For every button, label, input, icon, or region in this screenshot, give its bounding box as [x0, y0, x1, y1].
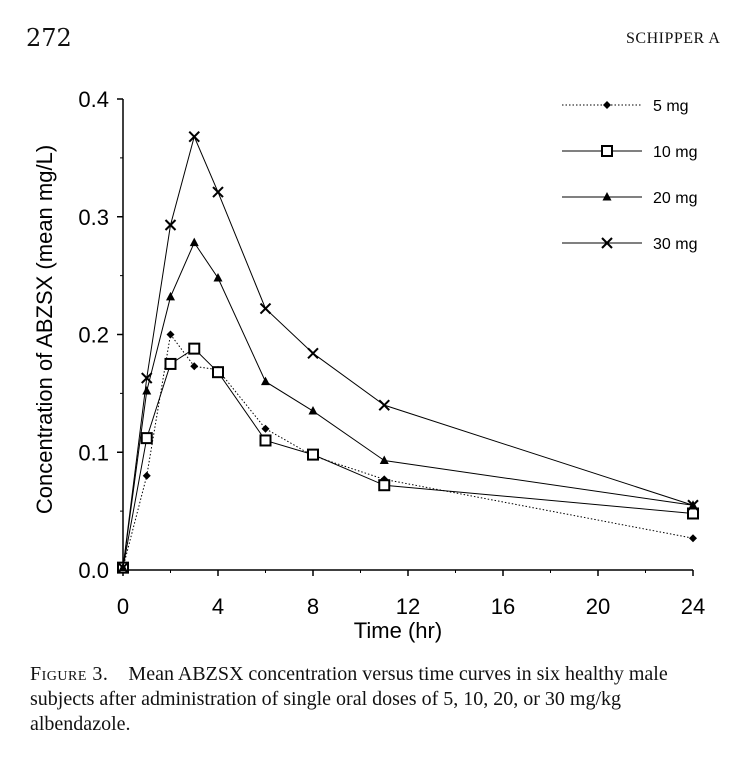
x-tick-label: 20 [586, 594, 610, 619]
x-tick-label: 0 [117, 594, 129, 619]
triangle-marker-shape [308, 406, 318, 415]
triangle-marker-shape [213, 272, 223, 282]
triangle-marker-shape [602, 192, 612, 201]
square-marker-shape [164, 357, 177, 370]
data-point [259, 302, 272, 315]
data-point [141, 372, 153, 384]
triangle-marker-shape [379, 455, 389, 464]
series-line-20-mg [122, 241, 694, 568]
legend-entry: 10 mg [562, 144, 697, 161]
data-point [166, 330, 175, 339]
data-point [190, 362, 199, 371]
diamond-marker-shape [603, 101, 611, 109]
legend-marker [601, 145, 613, 157]
triangle-marker-shape [261, 376, 270, 386]
legend-entry: 5 mg [562, 98, 689, 115]
triangle-marker-shape [142, 386, 152, 395]
legend-entry: 20 mg [562, 190, 697, 207]
data-point [687, 499, 699, 511]
data-point [117, 561, 129, 574]
concentration-time-chart: 0.0 0.1 0.2 0.3 0.4 0 4 8 12 16 20 24 Time (hr) Conce… [32, 87, 705, 643]
data-point [142, 386, 152, 395]
page-number: 272 [26, 24, 72, 52]
diamond-marker-shape [142, 471, 151, 480]
triangle-marker-shape [166, 291, 175, 301]
y-tick-label: 0.3 [78, 205, 109, 230]
data-point [261, 424, 270, 433]
series-line-30-mg [122, 135, 694, 568]
legend-marker [603, 101, 611, 109]
square-marker-shape [140, 432, 153, 445]
x-tick-label: 16 [491, 594, 515, 619]
data-point [212, 186, 224, 198]
series-line-5-mg [122, 333, 694, 568]
data-point [378, 399, 390, 411]
data-point [188, 342, 201, 355]
data-point [188, 130, 200, 143]
diamond-marker-shape [689, 534, 697, 543]
x-tick-label: 12 [396, 594, 420, 619]
legend-label: 5 mg [653, 98, 689, 115]
legend-label: 20 mg [653, 190, 697, 207]
square-marker-shape [259, 434, 272, 447]
figure-caption: Figure 3. Mean ABZSX concentration versu… [30, 662, 720, 737]
running-head: SCHIPPER A [626, 30, 721, 47]
x-axis-label: Time (hr) [354, 618, 442, 643]
x-marker-stroke [307, 347, 319, 360]
legend-entry: 30 mg [562, 236, 697, 253]
data-point [213, 272, 223, 282]
data-point [164, 219, 177, 231]
data-point [164, 357, 177, 370]
diamond-marker-shape [166, 330, 175, 339]
data-point [142, 471, 151, 480]
x-marker-stroke [212, 186, 224, 198]
triangle-marker-shape [189, 237, 199, 247]
figure-label: Figure 3. [30, 663, 109, 685]
data-point [166, 291, 175, 301]
x-marker-stroke [141, 372, 153, 384]
square-marker-shape [378, 479, 391, 492]
data-point [189, 237, 199, 247]
data-point [140, 432, 153, 445]
x-marker-stroke [188, 130, 200, 143]
square-marker-shape [307, 448, 319, 461]
square-marker-shape [601, 145, 613, 157]
square-marker-shape [212, 366, 224, 379]
y-axis-label: Concentration of ABZSX (mean mg/L) [32, 145, 57, 514]
diamond-marker-shape [190, 362, 199, 371]
data-point [378, 479, 391, 492]
data-point [261, 376, 270, 386]
x-marker-stroke [259, 302, 272, 315]
x-tick-label: 8 [307, 594, 319, 619]
data-point [307, 347, 319, 360]
data-point [379, 455, 389, 464]
x-tick-label: 4 [212, 594, 224, 619]
legend-marker [602, 192, 612, 201]
data-point [212, 366, 224, 379]
data-point [308, 406, 318, 415]
y-tick-label: 0.4 [78, 87, 109, 112]
y-tick-label: 0.1 [78, 440, 109, 465]
x-marker-stroke [378, 399, 390, 411]
x-marker-stroke [164, 219, 177, 231]
y-tick-label: 0.2 [78, 323, 109, 348]
x-marker-stroke [117, 561, 129, 574]
figure-caption-text: Mean ABZSX concentration versus time cur… [30, 663, 668, 735]
y-tick-label: 0.0 [78, 558, 109, 583]
diamond-marker-shape [261, 424, 270, 433]
x-marker-stroke [601, 237, 613, 249]
legend-marker [601, 237, 613, 249]
legend-label: 10 mg [653, 144, 697, 161]
x-marker-stroke [687, 499, 699, 511]
data-point [307, 448, 319, 461]
data-point [259, 434, 272, 447]
data-point [689, 534, 697, 543]
legend-label: 30 mg [653, 236, 697, 253]
series-line-10-mg [122, 347, 694, 568]
square-marker-shape [188, 342, 201, 355]
x-tick-label: 24 [681, 594, 705, 619]
